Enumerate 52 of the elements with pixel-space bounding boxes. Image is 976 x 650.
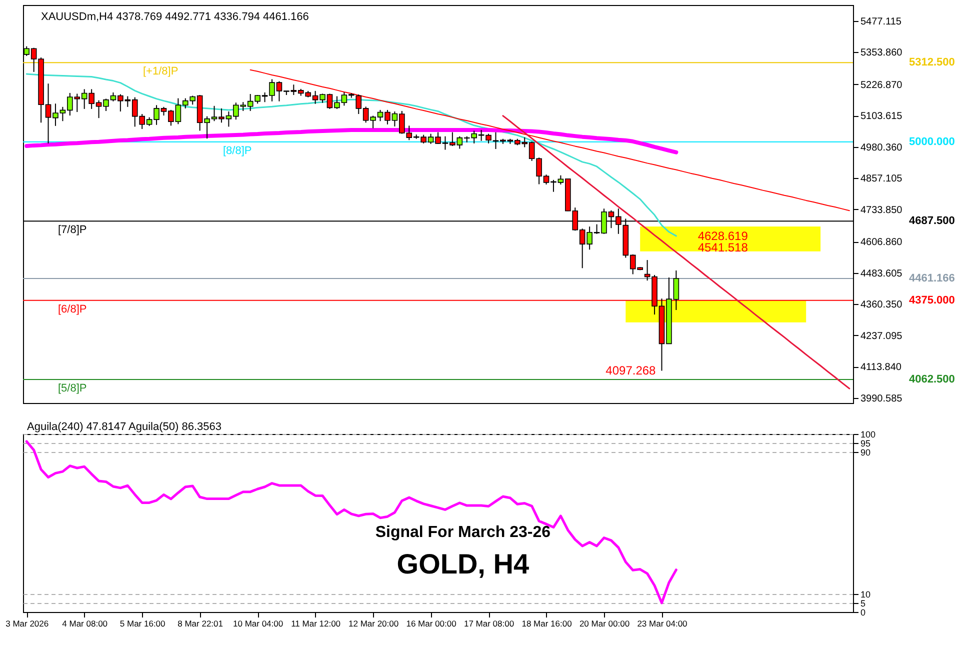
y-tick-label: 4237.095 [860, 330, 903, 342]
y-tick-label: 4857.105 [860, 174, 903, 185]
line-series [502, 115, 850, 390]
x-tick-label: 4 Mar 08:00 [62, 618, 108, 628]
x-tick-label: 12 Mar 20:00 [348, 618, 399, 628]
text: 4687.500 [909, 215, 955, 228]
chart-title: Aguila(240) 47.8147 Aguila(50) 86.3563 [27, 421, 222, 433]
annotation: GOLD, H4 [396, 548, 530, 580]
y-tick-label: 4360.350 [860, 300, 903, 311]
y-tick-label: 5226.870 [860, 80, 903, 91]
y-tick-label: 5477.115 [860, 16, 902, 28]
annotation: 4541.518 [698, 240, 748, 255]
annotation: Signal For March 23-26 [375, 524, 551, 541]
x-tick-label: 3 Mar 2026 [6, 618, 49, 628]
text: 5312.500 [909, 56, 955, 69]
y-tick-label: 5 [860, 598, 866, 609]
y-tick-label: 90 [860, 447, 871, 458]
x-tick-label: 5 Mar 16:00 [120, 618, 166, 628]
ref-line-label: [7/8]P [58, 224, 87, 236]
y-tick-label: 4980.360 [860, 142, 903, 154]
x-tick-label: 18 Mar 16:00 [522, 618, 572, 628]
text: 4062.500 [909, 374, 955, 386]
ref-line-label: [6/8]P [58, 303, 87, 316]
ref-line-label: [5/8]P [58, 382, 87, 395]
y-tick-label: 10 [860, 590, 871, 600]
x-tick-label: 8 Mar 22:01 [178, 618, 224, 628]
y-tick-label: 100 [860, 430, 876, 440]
y-tick-label: 5103.615 [860, 111, 903, 122]
y-tick-label: 3990.585 [860, 393, 903, 404]
y-tick-label: 4113.840 [860, 362, 902, 374]
ref-line-label: [8/8]P [223, 144, 252, 157]
ref-line-label: [+1/8]P [143, 66, 178, 78]
x-tick-label: 16 Mar 00:00 [406, 618, 457, 628]
x-tick-label: 17 Mar 08:00 [464, 618, 514, 628]
x-tick-label: 23 Mar 04:00 [637, 618, 688, 628]
y-tick-label: 5353.860 [860, 48, 903, 59]
line-series [250, 69, 850, 212]
y-tick-label: 95 [860, 438, 871, 448]
text: 4461.166 [909, 272, 955, 284]
y-tick-label: 4483.605 [860, 268, 903, 280]
annotation: 4097.268 [606, 364, 656, 378]
x-tick-label: 10 Mar 04:00 [233, 618, 284, 628]
y-tick-label: 4733.850 [860, 204, 903, 216]
text: XAUUSDm,H4 4378.769 4492.771 4336.794 4461.166 [41, 11, 309, 23]
x-tick-label: 11 Mar 12:00 [291, 618, 341, 628]
text: 4375.000 [909, 294, 955, 306]
y-tick-label: 0 [860, 608, 866, 618]
x-tick-label: 20 Mar 00:00 [579, 618, 630, 628]
y-tick-label: 4606.860 [860, 237, 903, 248]
line-series [25, 440, 678, 604]
annotation: 4628.619 [698, 228, 748, 243]
text: 5000.000 [909, 136, 955, 148]
